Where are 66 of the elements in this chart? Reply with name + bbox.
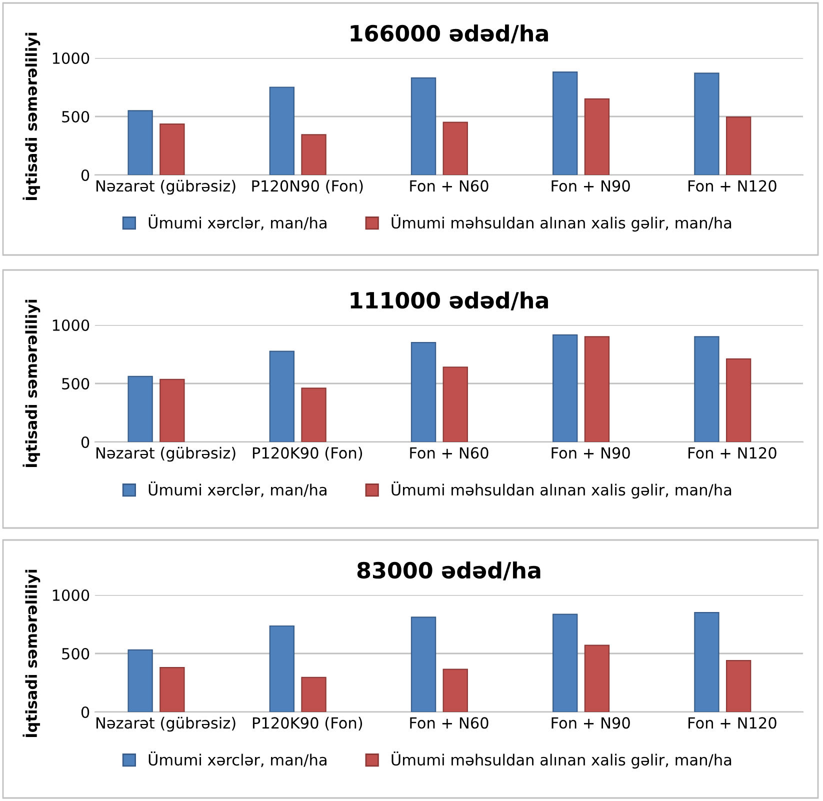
bar xyxy=(584,98,610,175)
y-axis-title: İqtisadi səmərəliliyi xyxy=(22,32,40,200)
y-tick-label: 500 xyxy=(62,110,90,123)
bar xyxy=(694,72,720,175)
bar xyxy=(301,676,326,712)
x-tick-label: Fon + N60 xyxy=(410,180,488,192)
bar xyxy=(269,86,295,175)
x-tick-label: Fon + N60 xyxy=(410,717,488,729)
bar xyxy=(410,616,436,712)
x-tick-label: Fon + N120 xyxy=(688,180,776,192)
y-tick-label: 500 xyxy=(62,648,90,660)
legend-label: Ümumi məhsuldan alınan xalis gəlir, man/ha xyxy=(392,751,732,769)
bar xyxy=(269,625,295,712)
bar xyxy=(442,668,468,712)
x-tick-label: Fon + N120 xyxy=(688,717,776,729)
bar xyxy=(726,116,752,175)
chart-title: 111000 ədəd/ha xyxy=(350,291,548,310)
bar xyxy=(584,336,610,442)
bar xyxy=(301,388,326,442)
bar xyxy=(160,378,185,442)
bar xyxy=(128,110,153,175)
x-tick-label: Fon + N90 xyxy=(552,447,630,459)
y-tick-label: 1000 xyxy=(52,52,90,64)
legend-label: Ümumi xərclər, man/ha xyxy=(148,751,326,768)
x-tick-label: Fon + N90 xyxy=(552,180,630,192)
bar xyxy=(726,358,752,442)
x-tick-label: Fon + N60 xyxy=(410,447,488,459)
y-tick-label: 1000 xyxy=(52,319,90,332)
bar xyxy=(269,350,295,442)
legend-label: Ümumi məhsuldan alınan xalis gəlir, man/ha xyxy=(392,214,732,232)
x-tick-label: Nəzarət (gübrəsiz) xyxy=(96,180,236,195)
bar xyxy=(128,649,153,712)
chart-title: 83000 ədəd/ha xyxy=(357,561,540,580)
y-tick-label: 1000 xyxy=(52,589,90,602)
bar xyxy=(442,366,468,442)
chart-title: 166000 ədəd/ha xyxy=(350,24,548,44)
legend-label: Ümumi xərclər, man/ha xyxy=(148,481,326,498)
legend-label: Ümumi məhsuldan alınan xalis gəlir, man/ha xyxy=(392,481,732,499)
y-tick-label: 500 xyxy=(62,378,90,390)
bar xyxy=(301,134,326,175)
bar xyxy=(442,122,468,175)
x-tick-label: Fon + N120 xyxy=(688,447,776,459)
bar xyxy=(410,77,436,175)
bar xyxy=(584,644,610,712)
x-tick-label: Nəzarət (gübrəsiz) xyxy=(96,716,236,732)
x-tick-label: P120K90 (Fon) xyxy=(252,716,362,730)
bar xyxy=(128,376,153,442)
bar xyxy=(552,334,578,442)
y-tick-label: 0 xyxy=(81,706,90,718)
bar xyxy=(552,614,578,712)
y-axis-title: İqtisadi səmərəliliyi xyxy=(22,300,40,468)
y-tick-label: 0 xyxy=(81,436,90,448)
bar xyxy=(694,336,720,442)
bar xyxy=(694,612,720,712)
bar xyxy=(726,660,752,712)
y-axis-title: İqtisadi səmərəliliyi xyxy=(22,570,40,738)
x-tick-label: Nəzarət (gübrəsiz) xyxy=(96,446,236,462)
legend-label: Ümumi xərclər, man/ha xyxy=(148,214,326,230)
bar xyxy=(552,71,578,175)
x-tick-label: P120K90 (Fon) xyxy=(252,446,362,460)
x-tick-label: Fon + N90 xyxy=(552,717,630,729)
bar xyxy=(410,342,436,442)
bar xyxy=(160,124,185,175)
bar xyxy=(160,666,185,712)
y-tick-label: 0 xyxy=(81,169,90,182)
x-tick-label: P120N90 (Fon) xyxy=(252,180,363,194)
